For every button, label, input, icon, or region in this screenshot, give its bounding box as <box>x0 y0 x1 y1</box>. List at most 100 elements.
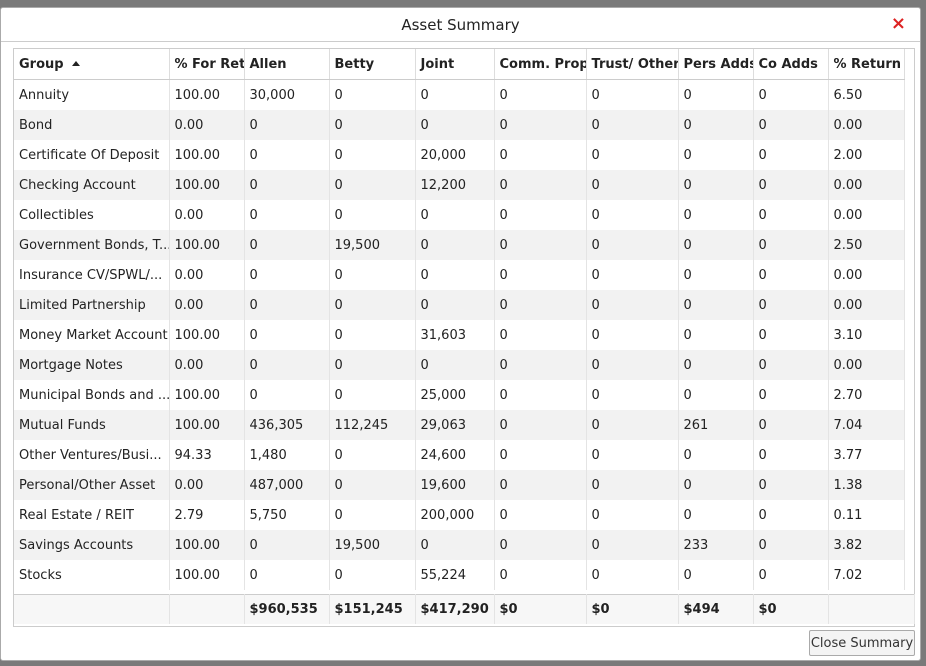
column-header[interactable]: Joint <box>415 49 495 80</box>
header-label: Pers Adds <box>683 56 753 72</box>
table-cell: 0 <box>753 500 829 530</box>
table-cell: 0 <box>678 320 754 350</box>
table-cell: 55,224 <box>415 560 495 590</box>
sort-arrow <box>71 60 80 66</box>
table-cell: Other Ventures/Busi... <box>14 440 170 470</box>
table-cell: 0 <box>329 79 416 110</box>
table-cell: 0 <box>494 170 587 200</box>
table-cell: 0 <box>586 320 679 350</box>
table-cell: 0 <box>244 530 330 560</box>
table-row: Checking Account 100.00 0 0 12,200 0 0 0 0 0.00 <box>14 170 905 200</box>
table-cell: 100.00 <box>169 530 245 560</box>
table-cell: 0 <box>586 140 679 170</box>
table-cell: 0 <box>329 440 416 470</box>
table-cell: 0 <box>494 440 587 470</box>
close-summary-button[interactable]: Close Summary <box>809 630 915 656</box>
table-cell: Insurance CV/SPWL/... <box>14 260 170 290</box>
table-cell: 0 <box>494 560 587 590</box>
column-header[interactable]: Comm. Prop <box>494 49 587 80</box>
table-cell: 0 <box>244 380 330 410</box>
table-cell: 0 <box>678 380 754 410</box>
table-cell: 0.00 <box>169 350 245 380</box>
total-cell: $960,535 <box>244 594 330 624</box>
header-label: Co Adds <box>758 56 818 72</box>
table-row: Bond 0.00 0 0 0 0 0 0 0 0.00 <box>14 110 905 140</box>
table-cell: 0 <box>494 380 587 410</box>
table-cell: 1,480 <box>244 440 330 470</box>
table-cell: Checking Account <box>14 170 170 200</box>
total-cell: $0 <box>753 594 829 624</box>
table-cell: 0 <box>586 500 679 530</box>
column-header[interactable]: Trust/ Other <box>586 49 679 80</box>
table-cell: 0 <box>586 410 679 440</box>
total-cell: $417,290 <box>415 594 495 624</box>
table-cell: 0 <box>753 230 829 260</box>
table-cell: 100.00 <box>169 79 245 110</box>
header-label: Trust/ Other <box>591 56 678 72</box>
table-row: Money Market Account 100.00 0 0 31,603 0 0 0 0 3.… <box>14 320 905 350</box>
table-row: Insurance CV/SPWL/... 0.00 0 0 0 0 0 0 0 0.00 <box>14 260 905 290</box>
table-cell: 0 <box>586 380 679 410</box>
table-cell: 0.11 <box>828 500 905 530</box>
table-cell: 0 <box>329 260 416 290</box>
table-cell: 0 <box>244 230 330 260</box>
table-cell: 0 <box>415 200 495 230</box>
table-container: Group % For Ret Allen Betty Joint Comm. Prop T… <box>13 48 915 627</box>
table-cell: 0 <box>586 470 679 500</box>
table-cell: 0 <box>586 110 679 140</box>
table-cell: 0 <box>494 230 587 260</box>
table-cell: 0 <box>494 320 587 350</box>
close-icon[interactable]: × <box>890 13 906 34</box>
column-header[interactable]: Betty <box>329 49 416 80</box>
table-cell: 0 <box>678 350 754 380</box>
table-cell: 3.10 <box>828 320 905 350</box>
table-cell: 0.00 <box>169 110 245 140</box>
table-row: Real Estate / REIT 2.79 5,750 0 200,000 0 0 0 0 0… <box>14 500 905 530</box>
table-cell: 100.00 <box>169 170 245 200</box>
table-cell: 0 <box>678 170 754 200</box>
column-header[interactable]: Co Adds <box>753 49 829 80</box>
table-cell: 20,000 <box>415 140 495 170</box>
table-cell: 0 <box>244 560 330 590</box>
table-cell: Mortgage Notes <box>14 350 170 380</box>
table-cell: 261 <box>678 410 754 440</box>
header-label: Comm. Prop <box>499 56 586 72</box>
table-row: Savings Accounts 100.00 0 19,500 0 0 0 233 0 3.82 <box>14 530 905 560</box>
table-cell: 100.00 <box>169 140 245 170</box>
table-cell: 0 <box>586 79 679 110</box>
column-header[interactable]: Allen <box>244 49 330 80</box>
table-cell: 112,245 <box>329 410 416 440</box>
column-header[interactable]: Pers Adds <box>678 49 754 80</box>
table-cell: 0 <box>329 200 416 230</box>
table-cell: 0 <box>753 560 829 590</box>
table-cell: 2.00 <box>828 140 905 170</box>
table-cell: 19,500 <box>329 530 416 560</box>
table-cell: 0 <box>494 140 587 170</box>
total-cell: $0 <box>586 594 679 624</box>
dialog-title: Asset Summary <box>401 16 520 34</box>
table-cell: 0 <box>586 560 679 590</box>
table-cell: 29,063 <box>415 410 495 440</box>
column-header[interactable]: % Return <box>828 49 905 80</box>
total-cell <box>14 594 170 624</box>
table-cell: 0 <box>494 79 587 110</box>
table-cell: 0 <box>244 350 330 380</box>
table-cell: 0 <box>753 170 829 200</box>
totals-table: $960,535 $151,245 $417,290 $0 $0 $494 $0 <box>14 594 915 624</box>
header-label: Group <box>19 56 64 72</box>
total-cell: $494 <box>678 594 754 624</box>
table-cell: Municipal Bonds and ... <box>14 380 170 410</box>
table-cell: 7.04 <box>828 410 905 440</box>
table-cell: 100.00 <box>169 560 245 590</box>
table-cell: 0 <box>329 290 416 320</box>
table-cell: 25,000 <box>415 380 495 410</box>
column-header[interactable]: % For Ret <box>169 49 245 80</box>
table-cell: 5,750 <box>244 500 330 530</box>
table-cell: 0 <box>678 260 754 290</box>
table-cell: Annuity <box>14 79 170 110</box>
table-cell: 0.00 <box>828 170 905 200</box>
table-cell: 0 <box>415 230 495 260</box>
table-cell: 0 <box>753 260 829 290</box>
column-header[interactable]: Group <box>14 49 170 80</box>
table-cell: Real Estate / REIT <box>14 500 170 530</box>
